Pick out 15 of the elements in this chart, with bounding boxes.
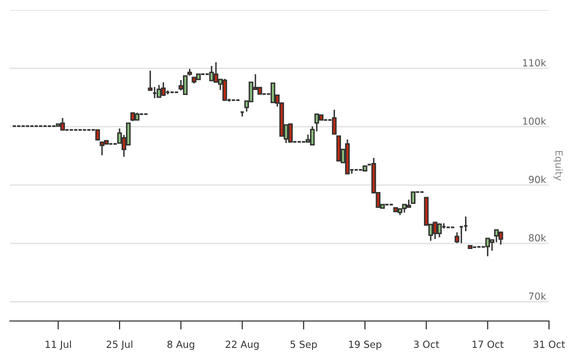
y-tick-label: 100k <box>523 117 546 125</box>
x-tick-label: 5 Sep <box>290 340 317 350</box>
x-tick-label: 11 Jul <box>46 340 71 350</box>
y-tick-label: 90k <box>528 176 546 184</box>
x-tick-label: 25 Jul <box>106 340 132 350</box>
y-tick-label: 70k <box>529 292 546 300</box>
x-tick-label: 17 Oct <box>472 340 504 348</box>
x-tick-label: 3 Oct <box>414 340 440 348</box>
x-tick-label: 22 Aug <box>226 340 259 350</box>
y-tick-label: 80k <box>528 234 546 242</box>
y-tick-label: 110k <box>523 58 546 66</box>
x-tick-label: 19 Sep <box>349 340 382 350</box>
y-axis-title: Equity <box>553 151 563 181</box>
x-tick-label: 8 Aug <box>167 340 194 350</box>
x-tick-label: 31 Oct <box>534 340 565 348</box>
